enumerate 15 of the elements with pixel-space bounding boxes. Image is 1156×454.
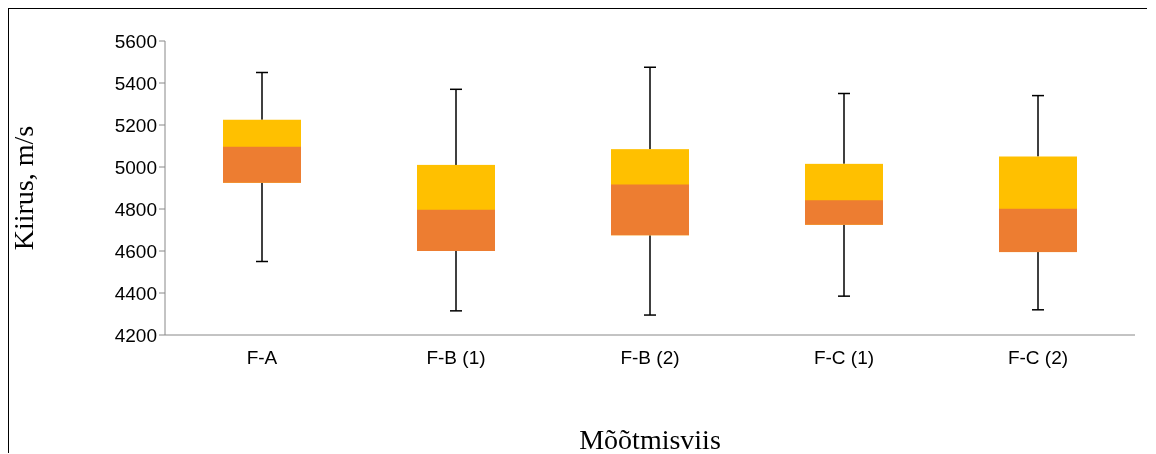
y-tick-label: 5000	[114, 156, 157, 178]
y-tick-label: 4200	[114, 324, 157, 346]
x-axis-title: Mõõtmisviis	[579, 424, 721, 454]
x-tick-label: F-B (1)	[426, 347, 486, 369]
y-tick-label: 5400	[114, 72, 157, 94]
y-tick-label: 4400	[114, 282, 157, 304]
x-tick-label: F-C (1)	[813, 347, 875, 369]
y-tick-label: 4800	[114, 198, 157, 220]
y-axis-title: Kiirus, m/s	[7, 125, 39, 251]
y-tick-label: 4600	[114, 240, 157, 262]
x-tick-label: F-A	[246, 347, 278, 369]
x-tick-label: F-C (2)	[1007, 347, 1069, 369]
x-tick-label: F-B (2)	[620, 347, 680, 369]
y-tick-label: 5600	[114, 30, 157, 52]
y-tick-label: 5200	[114, 114, 157, 136]
